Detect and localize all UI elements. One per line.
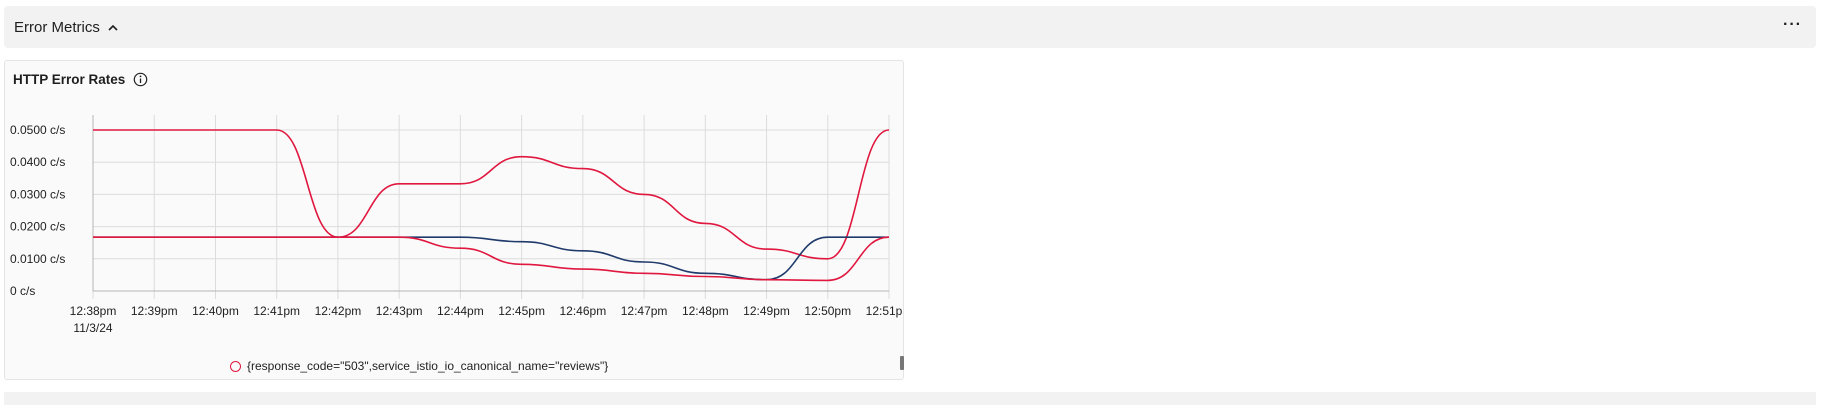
- series-line-1: [93, 129, 890, 260]
- section-header: Error Metrics ···: [4, 6, 1816, 48]
- x-tick-label: 12:47pm: [621, 304, 668, 318]
- y-tick-label: 0.0500 c/s: [10, 123, 65, 137]
- x-date-label: 11/3/24: [73, 321, 112, 335]
- info-icon[interactable]: [133, 72, 148, 87]
- x-tick-label: 12:42pm: [315, 304, 362, 318]
- section-collapse-toggle[interactable]: Error Metrics: [14, 19, 120, 36]
- legend-marker: [230, 360, 241, 372]
- legend-label: {response_code="503",service_istio_io_ca…: [247, 359, 609, 373]
- x-tick-label: 12:46pm: [559, 304, 606, 318]
- x-tick-label: 12:50pm: [804, 304, 851, 318]
- x-tick-label: 12:43pm: [376, 304, 423, 318]
- legend-scroll-handle[interactable]: [900, 356, 904, 370]
- x-tick-label: 12:41pm: [253, 304, 300, 318]
- y-tick-label: 0.0200 c/s: [10, 220, 65, 234]
- y-tick-label: 0.0300 c/s: [10, 187, 65, 201]
- line-chart: 0 c/s 0.0100 c/s 0.0200 c/s 0.0300 c/s 0.040…: [10, 115, 903, 335]
- y-tick-label: 0.0100 c/s: [10, 252, 65, 266]
- legend-item[interactable]: {response_code="503",service_istio_io_ca…: [230, 359, 608, 373]
- x-tick-label: 12:44pm: [437, 304, 484, 318]
- http-error-rates-panel: HTTP Error Rates 0 c/s 0.0100 c/s 0.0200 c…: [4, 60, 904, 380]
- more-options-icon[interactable]: ···: [1783, 16, 1802, 33]
- x-tick-label: 12:39pm: [131, 304, 178, 318]
- series-line-3: [92, 236, 890, 282]
- panel-title-row: HTTP Error Rates: [13, 72, 148, 87]
- x-tick-label: 12:40pm: [192, 304, 239, 318]
- next-section-header: [4, 392, 1816, 405]
- y-tick-label: 0 c/s: [10, 284, 35, 298]
- section-title: Error Metrics: [14, 19, 100, 36]
- x-tick-label: 12:45pm: [498, 304, 545, 318]
- panel-title: HTTP Error Rates: [13, 72, 126, 87]
- y-tick-label: 0.0400 c/s: [10, 155, 65, 169]
- x-tick-label: 12:48pm: [682, 304, 729, 318]
- x-tick-label: 12:51pm: [866, 304, 903, 318]
- x-tick-label: 12:49pm: [743, 304, 790, 318]
- x-tick-label: 12:38pm: [70, 304, 117, 318]
- chevron-up-icon: [108, 24, 118, 31]
